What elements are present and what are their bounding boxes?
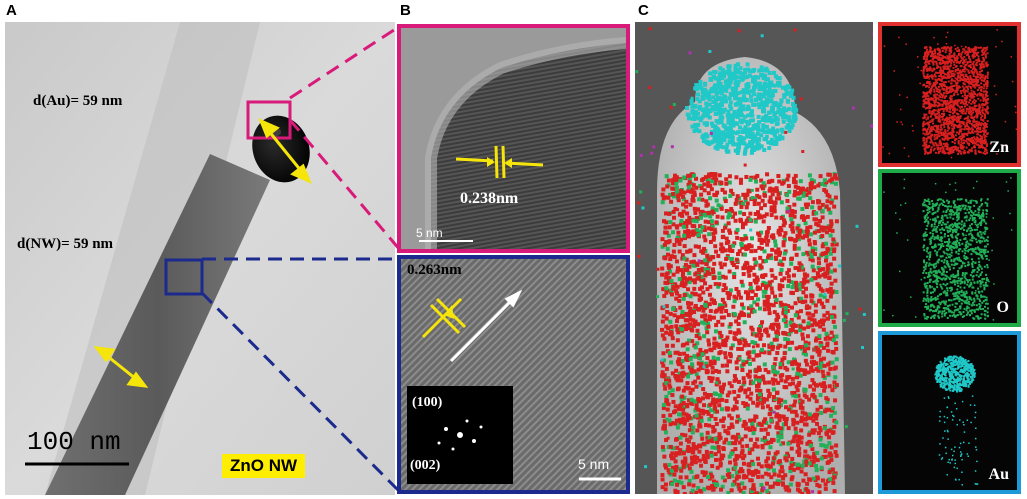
- au-diameter-arrow: [258, 118, 312, 184]
- scale-bar-a-label: 100 nm: [27, 427, 121, 457]
- spacing-label-bottom: 0.263nm: [407, 262, 462, 278]
- hrtem-bottom-image: [397, 255, 630, 494]
- edx-map-o: O: [878, 169, 1021, 327]
- nw-diameter-arrow: [93, 346, 149, 388]
- spacing-label-top: 0.238nm: [460, 190, 519, 207]
- tem-nanowire-graphic: [5, 22, 395, 495]
- panel-a-letter: A: [6, 2, 17, 19]
- edx-label-au: Au: [988, 466, 1009, 483]
- edx-label-zn: Zn: [989, 139, 1009, 156]
- panel-b-letter: B: [400, 2, 411, 19]
- fft-label-002: (002): [410, 458, 441, 473]
- hrtem-top-image: [397, 24, 630, 253]
- stem-edx-overlay-image: [635, 22, 873, 494]
- panel-c-letter: C: [638, 2, 649, 19]
- edx-map-zn: Zn: [878, 22, 1021, 167]
- edx-label-o: O: [996, 299, 1009, 316]
- edx-map-au: Au: [878, 331, 1021, 494]
- au-diameter-label: d(Au)= 59 nm: [33, 93, 123, 109]
- fft-label-100: (100): [412, 395, 443, 410]
- panel-a-tem-image: [5, 22, 395, 495]
- scale-bar-b-top-label: 5 nm: [416, 226, 443, 240]
- material-label: ZnO NW: [222, 454, 306, 478]
- nw-diameter-label: d(NW)= 59 nm: [17, 236, 114, 252]
- scale-bar-b-bottom-label: 5 nm: [578, 456, 610, 472]
